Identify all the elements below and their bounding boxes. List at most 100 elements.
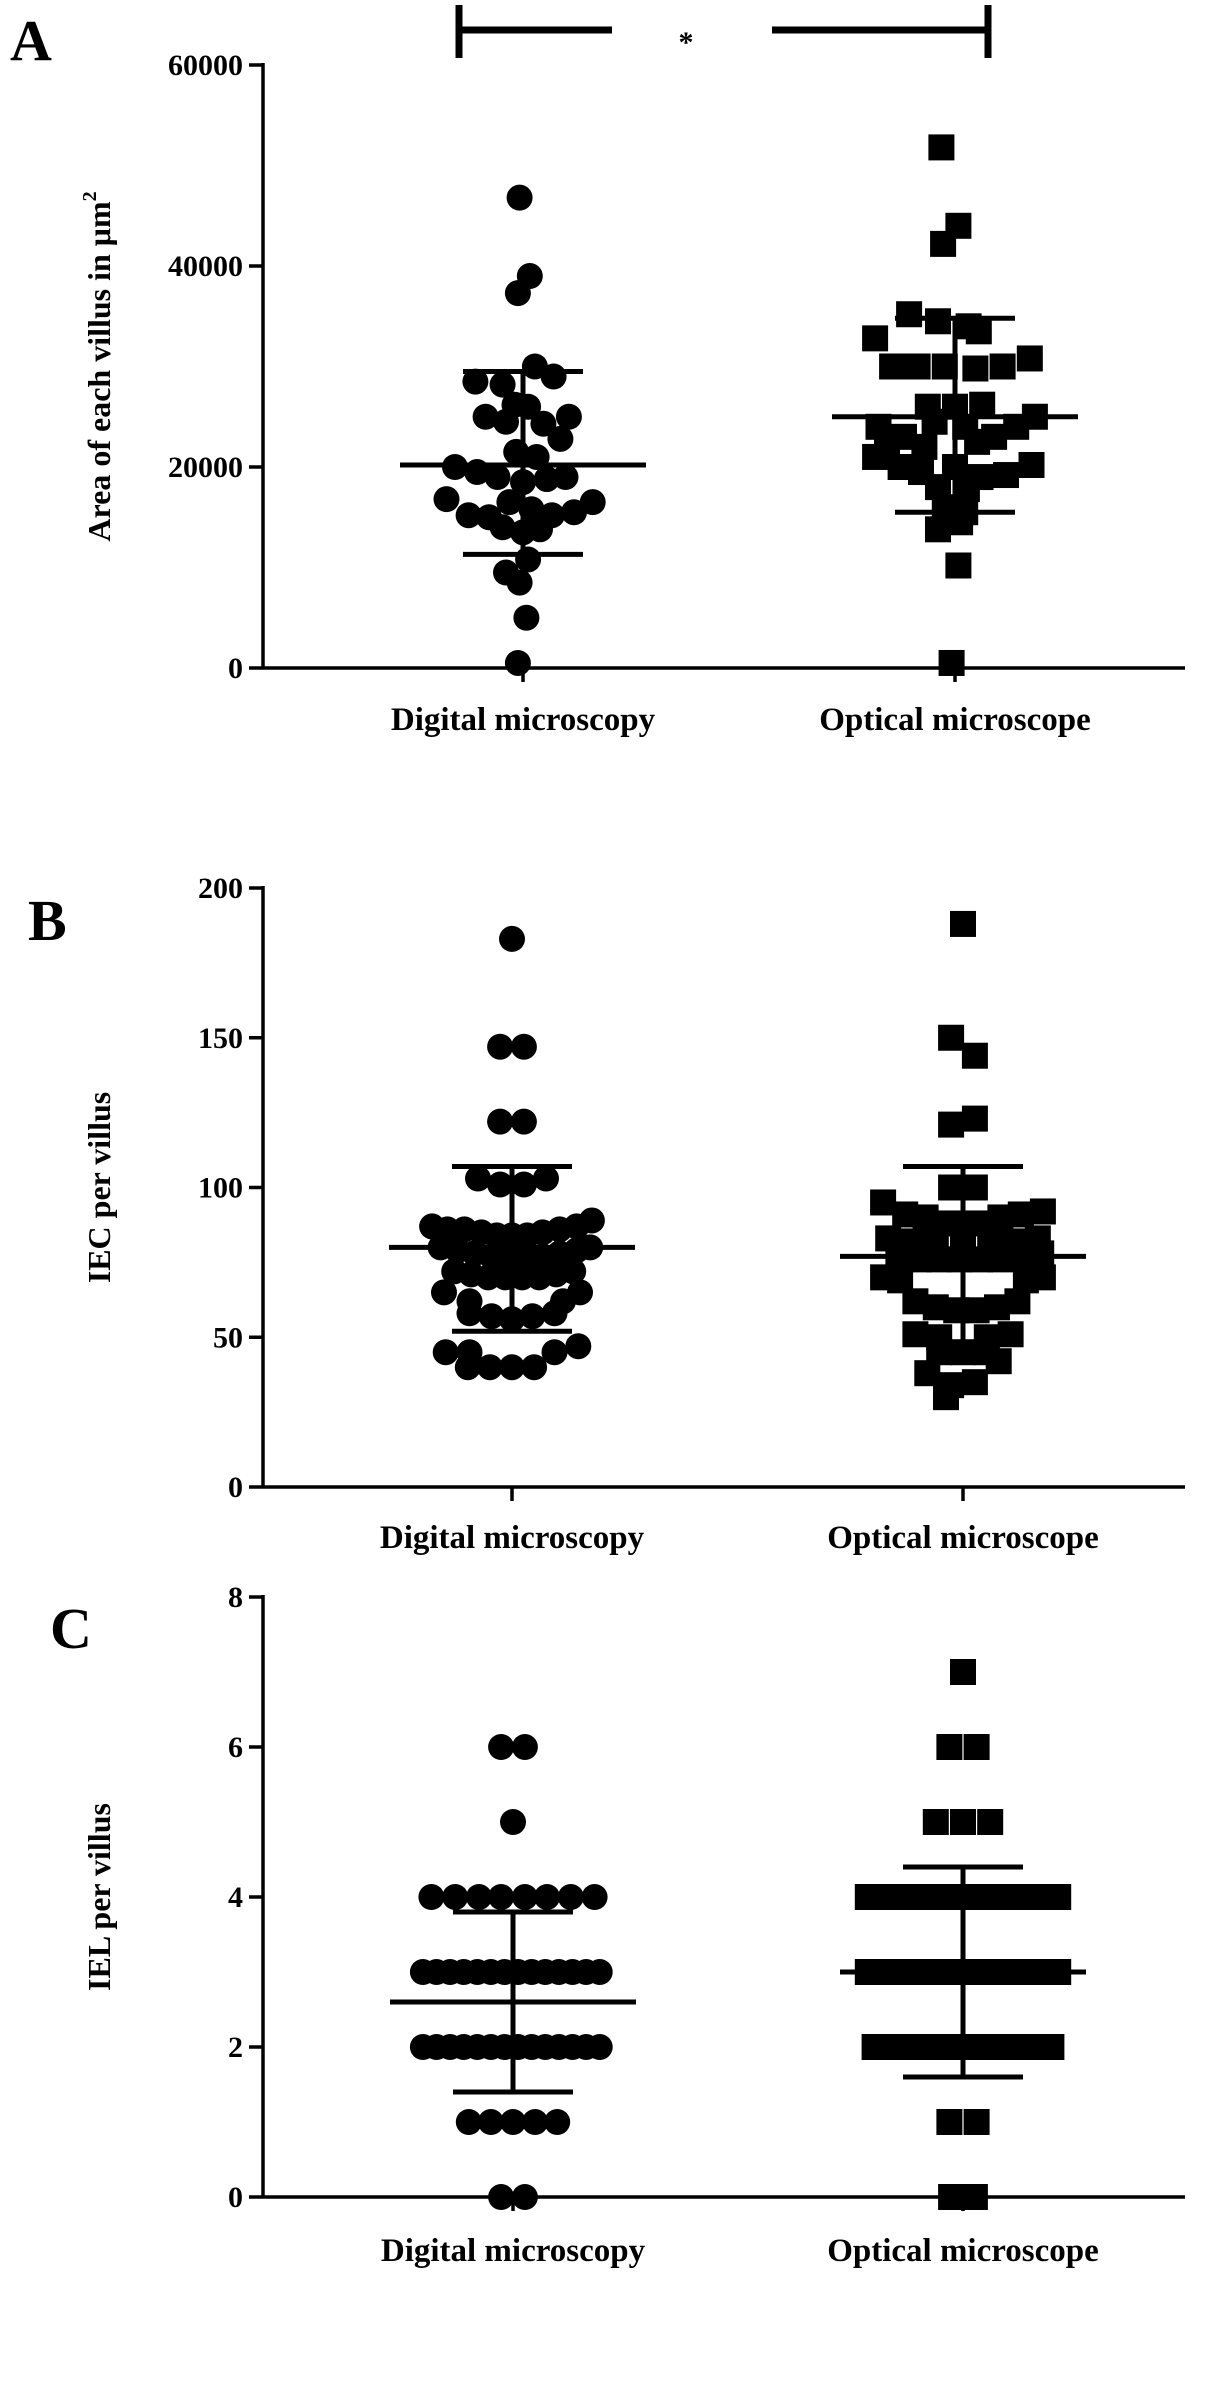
y-axis-label: IEL per villus	[81, 1803, 117, 1991]
data-point	[904, 353, 931, 380]
data-point	[950, 1809, 976, 1835]
data-point	[552, 464, 579, 491]
data-point	[925, 516, 951, 543]
data-point	[510, 1171, 537, 1198]
data-point	[922, 1809, 949, 1835]
y-tick-label: 0	[228, 1471, 243, 1504]
x-tick-label: Optical microscope	[827, 1520, 1099, 1556]
data-point	[925, 308, 951, 335]
data-point	[1029, 1198, 1056, 1225]
data-point	[431, 1279, 457, 1306]
x-tick-label: Digital microscopy	[381, 2233, 646, 2269]
panel-letter: B	[28, 888, 67, 953]
data-point	[557, 1884, 584, 1910]
panel-b: B 0 50 100 150 200 Digital microscopy Optical m…	[28, 872, 1185, 1556]
significance-asterisk: *	[679, 26, 694, 59]
data-point	[560, 1258, 587, 1285]
data-point	[911, 433, 938, 460]
data-point	[455, 502, 482, 529]
data-point	[565, 1333, 592, 1360]
y-axis-label: Area of each villus in μm2	[79, 191, 117, 541]
data-point	[534, 1884, 560, 1910]
data-point	[1007, 1201, 1034, 1228]
data-point	[478, 1303, 505, 1330]
data-point	[1038, 2034, 1065, 2060]
data-point	[522, 2109, 549, 2135]
data-point	[1045, 1884, 1072, 1910]
data-point	[466, 1884, 492, 1910]
data-point	[950, 1659, 976, 1685]
data-point	[581, 1884, 608, 1910]
data-point	[493, 408, 519, 435]
data-point	[527, 516, 553, 543]
data-point	[936, 1734, 963, 1760]
data-point	[504, 649, 531, 676]
y-axis-label-text: IEL per villus	[81, 1803, 117, 1991]
data-point	[513, 604, 540, 631]
data-point	[499, 1354, 525, 1381]
data-point	[533, 1165, 559, 1192]
data-point	[489, 371, 516, 398]
data-point	[530, 410, 557, 437]
data-point	[511, 1884, 538, 1910]
data-point	[586, 1959, 613, 1985]
data-point	[977, 1809, 1004, 1835]
data-point	[487, 1033, 514, 1060]
y-tick-label: 6	[228, 1731, 243, 1764]
data-point	[862, 325, 889, 352]
x-tick-label: Digital microscopy	[391, 702, 656, 738]
series-circles	[400, 184, 646, 676]
data-point	[521, 1354, 548, 1381]
data-point	[912, 1204, 939, 1231]
data-point	[488, 2184, 515, 2210]
data-point	[938, 649, 965, 676]
data-point	[541, 1339, 568, 1366]
y-tick-label: 4	[228, 1881, 243, 1914]
data-point	[1004, 1288, 1031, 1315]
data-point	[488, 1734, 515, 1760]
data-point	[961, 1174, 988, 1201]
data-point	[938, 1174, 965, 1201]
data-point	[506, 184, 533, 211]
data-point	[499, 925, 525, 952]
panel-a: A 0 20000 40000 60000 Digital microscopy Optic…	[10, 5, 1185, 738]
data-point	[477, 2109, 504, 2135]
data-point	[476, 1354, 503, 1381]
data-point	[511, 2184, 538, 2210]
data-point	[489, 514, 516, 541]
data-point	[896, 301, 923, 328]
data-point	[540, 363, 567, 390]
data-point	[456, 1300, 483, 1327]
y-tick-label: 200	[198, 872, 243, 905]
data-point	[465, 1165, 491, 1192]
data-point	[515, 546, 542, 573]
data-point	[928, 134, 955, 161]
data-point	[1018, 451, 1045, 478]
data-point	[938, 1024, 965, 1051]
data-point	[945, 552, 972, 579]
y-tick-label: 20000	[168, 451, 243, 484]
data-point	[442, 1884, 469, 1910]
data-point	[487, 1108, 514, 1135]
data-point	[938, 1111, 965, 1138]
panel-letter: A	[10, 8, 52, 73]
data-point	[961, 1105, 988, 1132]
data-point	[914, 1360, 941, 1387]
data-point	[504, 280, 531, 307]
y-tick-label: 150	[198, 1022, 243, 1055]
data-point	[533, 466, 560, 493]
y-tick-label: 0	[228, 2181, 243, 2214]
y-tick-label: 40000	[168, 250, 243, 283]
data-point	[921, 408, 948, 435]
data-point	[433, 486, 460, 513]
data-point	[962, 355, 989, 382]
y-axis-label-text: Area of each villus in μm	[81, 201, 117, 542]
data-point	[1028, 1240, 1055, 1267]
data-point	[544, 2109, 571, 2135]
y-tick-label: 50	[213, 1321, 243, 1354]
significance-bracket: *	[455, 5, 992, 59]
data-point	[506, 569, 533, 596]
data-point	[487, 1171, 514, 1198]
series-squares	[840, 1659, 1086, 2210]
